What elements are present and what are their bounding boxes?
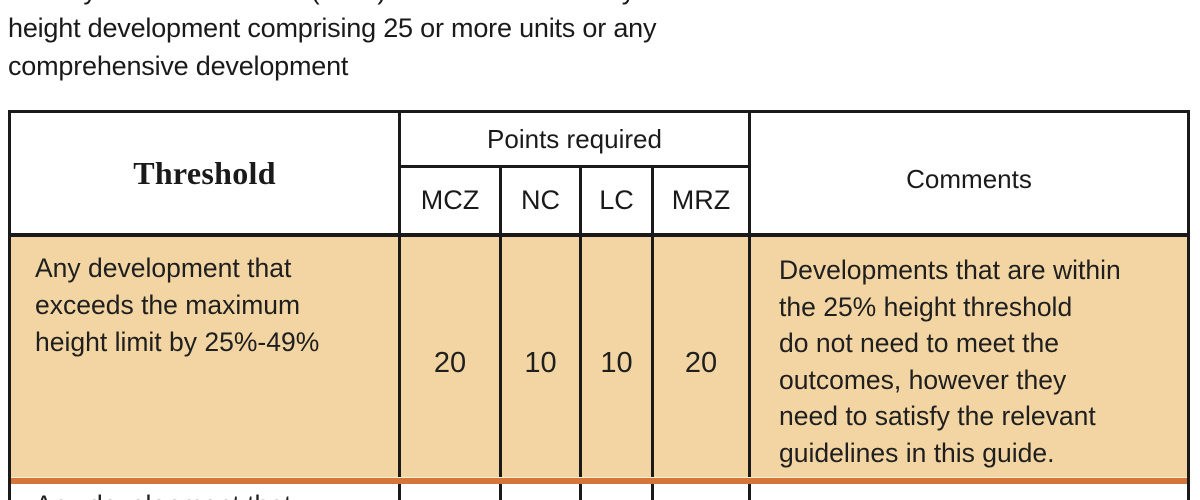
row1-points-mrz: 20 bbox=[684, 347, 718, 379]
column-header-lc: LC bbox=[599, 185, 634, 215]
row1-points-nc: 10 bbox=[524, 347, 557, 379]
column-header-mrz: MRZ bbox=[671, 185, 731, 215]
column-header-mcz: MCZ bbox=[420, 185, 480, 215]
header-bottom-border bbox=[8, 233, 1190, 237]
thresholds-table bbox=[8, 110, 1190, 500]
column-divider-nc-lc bbox=[579, 168, 582, 500]
row-divider-gap bbox=[11, 477, 1187, 478]
row-divider-band bbox=[11, 478, 1187, 484]
highlighted-row-background bbox=[11, 237, 1187, 477]
column-divider-mcz-nc bbox=[499, 168, 502, 500]
row1-comments-cell: Developments that are within the 25% hei… bbox=[779, 255, 1121, 468]
column-header-nc: NC bbox=[521, 185, 560, 215]
column-divider-mrz-comments bbox=[748, 113, 751, 500]
row1-points-mcz: 20 bbox=[433, 347, 467, 379]
column-header-comments: Comments bbox=[906, 163, 1032, 194]
column-header-points-required: Points required bbox=[487, 123, 662, 154]
row1-points-lc: 10 bbox=[600, 347, 633, 379]
column-divider-threshold-points bbox=[398, 113, 401, 500]
row1-threshold-cell: Any development that exceeds the maximum… bbox=[35, 253, 320, 357]
row2-threshold-cell: Any development that bbox=[35, 487, 385, 500]
column-divider-lc-mrz bbox=[651, 168, 654, 500]
points-required-underline bbox=[398, 165, 751, 168]
column-header-threshold: Threshold bbox=[133, 154, 276, 191]
page-title: Density Residential Zone (MRZ) – Thresho… bbox=[8, 0, 694, 81]
